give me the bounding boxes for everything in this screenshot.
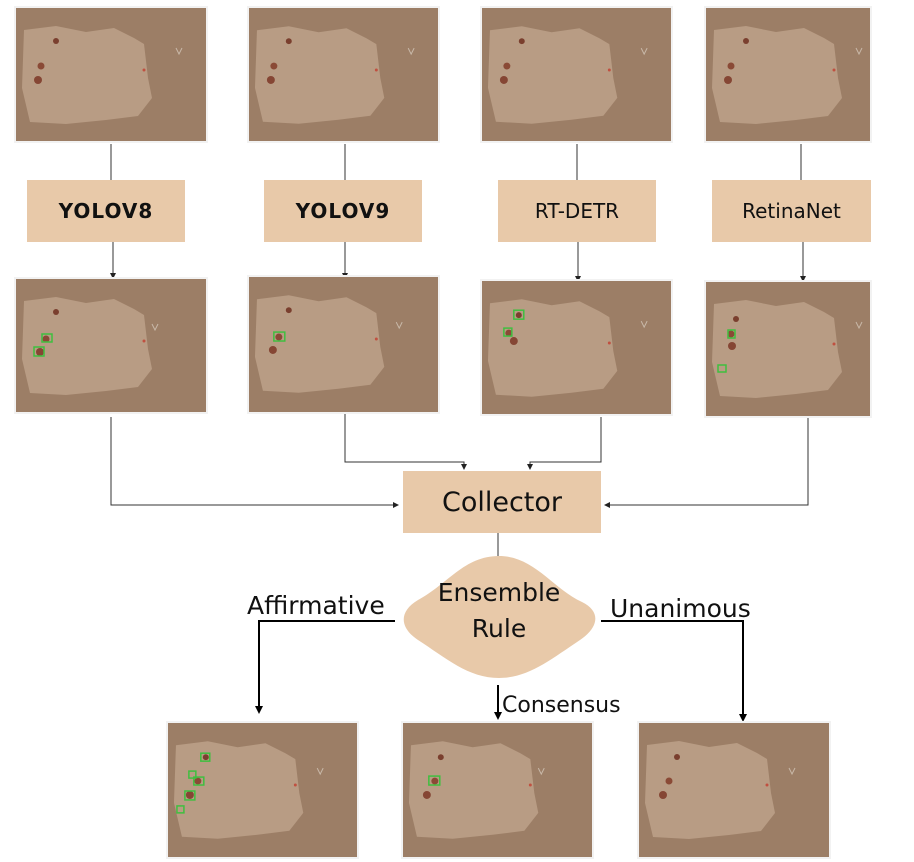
lesion-thumbnail [22, 297, 159, 395]
lesion-thumbnail [22, 26, 183, 124]
detection-box [273, 331, 286, 342]
detection-box [428, 775, 441, 786]
lesion-thumbnail [254, 26, 415, 124]
model-retinanet: RetinaNet [712, 180, 871, 242]
consensus-label: Consensus [502, 693, 621, 718]
input-image-retinanet [706, 8, 870, 141]
model-yolov9: YOLOV9 [264, 180, 422, 242]
lesion-thumbnail [712, 300, 863, 398]
output-image-retinanet [706, 282, 870, 416]
lesion-thumbnail [487, 299, 648, 397]
ensemble-rule-shape [403, 556, 596, 678]
collector-box: Collector [403, 471, 601, 533]
model-yolov8-label: YOLOV8 [58, 199, 154, 223]
output-image-yolov9 [249, 277, 438, 412]
model-retinanet-label: RetinaNet [742, 199, 841, 223]
output-image-yolov8 [16, 279, 206, 412]
result-image-consensus [403, 723, 592, 857]
detection-box [193, 776, 205, 786]
detection-box [503, 327, 513, 337]
model-rt-detr-label: RT-DETR [534, 199, 620, 223]
lesion-thumbnail [173, 741, 324, 839]
lesion-thumbnail [254, 295, 403, 393]
collector-label: Collector [441, 486, 563, 518]
output-image-rt-detr [482, 281, 671, 414]
detection-box [513, 309, 525, 320]
input-image-yolov8 [16, 8, 206, 141]
lesion-thumbnail [408, 741, 545, 839]
lesion-thumbnail [712, 26, 863, 124]
model-yolov9-label: YOLOV9 [295, 199, 391, 223]
detection-box [41, 333, 53, 343]
lesion-thumbnail [645, 741, 796, 839]
detection-box [33, 346, 45, 357]
result-image-affirmative [168, 723, 357, 857]
ensemble-rule-line2: Rule [471, 614, 527, 643]
detection-box [727, 329, 736, 339]
affirmative-label: Affirmative [247, 591, 385, 620]
detection-box [176, 805, 185, 814]
detection-box [184, 790, 196, 801]
unanimous-label: Unanimous [610, 594, 751, 623]
result-image-unanimous [639, 723, 829, 857]
detection-box [188, 770, 197, 779]
model-rt-detr: RT-DETR [498, 180, 656, 242]
lesion-thumbnail [487, 26, 648, 124]
detection-box [717, 364, 727, 373]
detection-box [200, 752, 211, 762]
model-yolov8: YOLOV8 [27, 180, 185, 242]
input-image-yolov9 [249, 8, 438, 141]
ensemble-rule-line1: Ensemble [437, 578, 561, 607]
input-image-rt-detr [482, 8, 671, 141]
